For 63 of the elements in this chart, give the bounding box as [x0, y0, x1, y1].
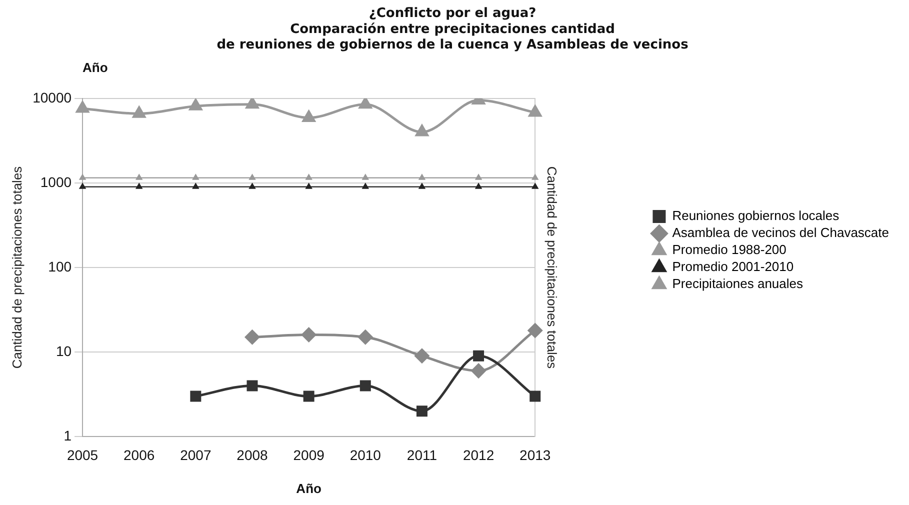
x-tick-label: 2005 — [66, 446, 98, 463]
point — [414, 348, 430, 364]
y-tick-label: 100 — [48, 258, 72, 274]
point — [306, 183, 312, 189]
point — [416, 406, 428, 417]
point — [360, 380, 371, 392]
point — [306, 174, 312, 180]
point — [302, 110, 316, 122]
point — [475, 183, 482, 189]
point — [246, 98, 259, 109]
point — [303, 390, 314, 402]
x-tick-label: 2006 — [124, 446, 155, 463]
point — [358, 98, 372, 109]
legend-label: Promedio 2001-2010 — [672, 259, 794, 274]
point — [528, 105, 542, 117]
legend-label: Reuniones gobiernos locales — [672, 208, 840, 224]
point — [530, 390, 541, 402]
x-axis-title: Año — [296, 480, 322, 496]
legend-label: Promedio 1988-200 — [672, 242, 786, 258]
point — [358, 330, 373, 344]
y-tick-label: 10000 — [32, 89, 72, 106]
point — [192, 183, 199, 189]
point — [532, 183, 538, 189]
chart-title: ¿Conflicto por el agua? Comparación entre precipitaciones cantidad de reuniones de gobiernos de la cuenca y Asambleas de vecinos — [216, 6, 689, 52]
x2-axis-title: Año — [82, 60, 108, 76]
y2-axis-title: Cantidad de precipitaciones totales — [544, 166, 560, 370]
point — [246, 380, 258, 392]
point — [132, 106, 146, 118]
x-tick-label: 2010 — [350, 446, 382, 463]
y-tick-label: 1 — [64, 427, 72, 444]
x-tick-label: 2013 — [520, 446, 551, 463]
point — [416, 124, 428, 136]
point — [249, 183, 256, 189]
x-tick-label: 2011 — [406, 446, 438, 463]
point — [362, 174, 369, 180]
point — [475, 174, 482, 180]
point — [362, 183, 369, 189]
x-tick-label: 2012 — [462, 446, 494, 463]
x-tick-label: 2009 — [293, 446, 325, 463]
y-axis-title: Cantidad de precipitaciones totales — [9, 166, 24, 369]
x-tick-label: 2007 — [180, 446, 212, 463]
point — [76, 101, 89, 113]
point — [136, 174, 142, 180]
point — [532, 174, 538, 180]
point — [418, 183, 426, 189]
point — [190, 390, 202, 402]
y-tick-label: 10 — [56, 342, 72, 359]
x-tick-label: 2008 — [236, 446, 268, 463]
point — [136, 183, 142, 189]
point — [528, 323, 542, 338]
point — [189, 98, 202, 110]
point — [471, 364, 486, 378]
point — [418, 174, 426, 180]
point — [302, 328, 316, 342]
point — [473, 350, 484, 362]
legend-label: Precipitaiones anuales — [672, 276, 804, 292]
point — [79, 183, 86, 189]
point — [249, 174, 256, 180]
point — [79, 174, 86, 180]
y-tick-label: 1000 — [40, 174, 72, 190]
point — [192, 174, 199, 180]
legend-label: Asamblea de vecinos del Chavascate — [672, 225, 890, 240]
point — [245, 330, 260, 344]
